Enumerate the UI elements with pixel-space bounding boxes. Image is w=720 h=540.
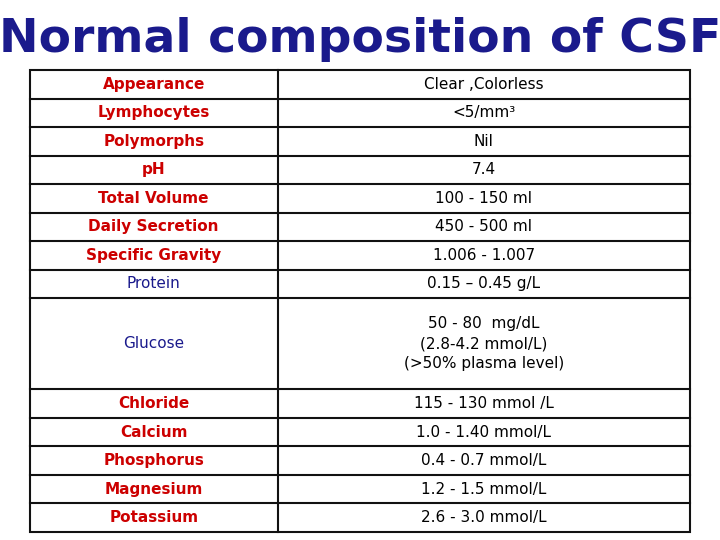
Text: 1.0 - 1.40 mmol/L: 1.0 - 1.40 mmol/L	[416, 424, 552, 440]
Text: Protein: Protein	[127, 276, 181, 292]
Text: 0.15 – 0.45 g/L: 0.15 – 0.45 g/L	[427, 276, 540, 292]
Text: 115 - 130 mmol /L: 115 - 130 mmol /L	[414, 396, 554, 411]
Text: Polymorphs: Polymorphs	[103, 134, 204, 149]
Text: Daily Secretion: Daily Secretion	[89, 219, 219, 234]
Text: Nil: Nil	[474, 134, 494, 149]
Text: Phosphorus: Phosphorus	[103, 453, 204, 468]
Text: 50 - 80  mg/dL
(2.8-4.2 mmol/L)
(>50% plasma level): 50 - 80 mg/dL (2.8-4.2 mmol/L) (>50% pla…	[404, 316, 564, 371]
Text: 1.2 - 1.5 mmol/L: 1.2 - 1.5 mmol/L	[421, 482, 546, 497]
Text: Appearance: Appearance	[102, 77, 205, 92]
Text: 7.4: 7.4	[472, 163, 496, 177]
Text: 0.4 - 0.7 mmol/L: 0.4 - 0.7 mmol/L	[421, 453, 546, 468]
Text: Lymphocytes: Lymphocytes	[98, 105, 210, 120]
Text: Clear ,Colorless: Clear ,Colorless	[424, 77, 544, 92]
Text: Specific Gravity: Specific Gravity	[86, 248, 221, 263]
Text: pH: pH	[142, 163, 166, 177]
Text: <5/mm³: <5/mm³	[452, 105, 516, 120]
Text: Calcium: Calcium	[120, 424, 187, 440]
Bar	[30, 70, 690, 532]
Text: Magnesium: Magnesium	[104, 482, 203, 497]
Text: Glucose: Glucose	[123, 336, 184, 352]
Text: 2.6 - 3.0 mmol/L: 2.6 - 3.0 mmol/L	[421, 510, 546, 525]
Text: Total Volume: Total Volume	[99, 191, 209, 206]
Text: 450 - 500 ml: 450 - 500 ml	[436, 219, 532, 234]
Text: Normal composition of CSF: Normal composition of CSF	[0, 17, 720, 63]
Text: 100 - 150 ml: 100 - 150 ml	[436, 191, 532, 206]
Text: Potassium: Potassium	[109, 510, 198, 525]
Text: Chloride: Chloride	[118, 396, 189, 411]
Text: 1.006 - 1.007: 1.006 - 1.007	[433, 248, 535, 263]
